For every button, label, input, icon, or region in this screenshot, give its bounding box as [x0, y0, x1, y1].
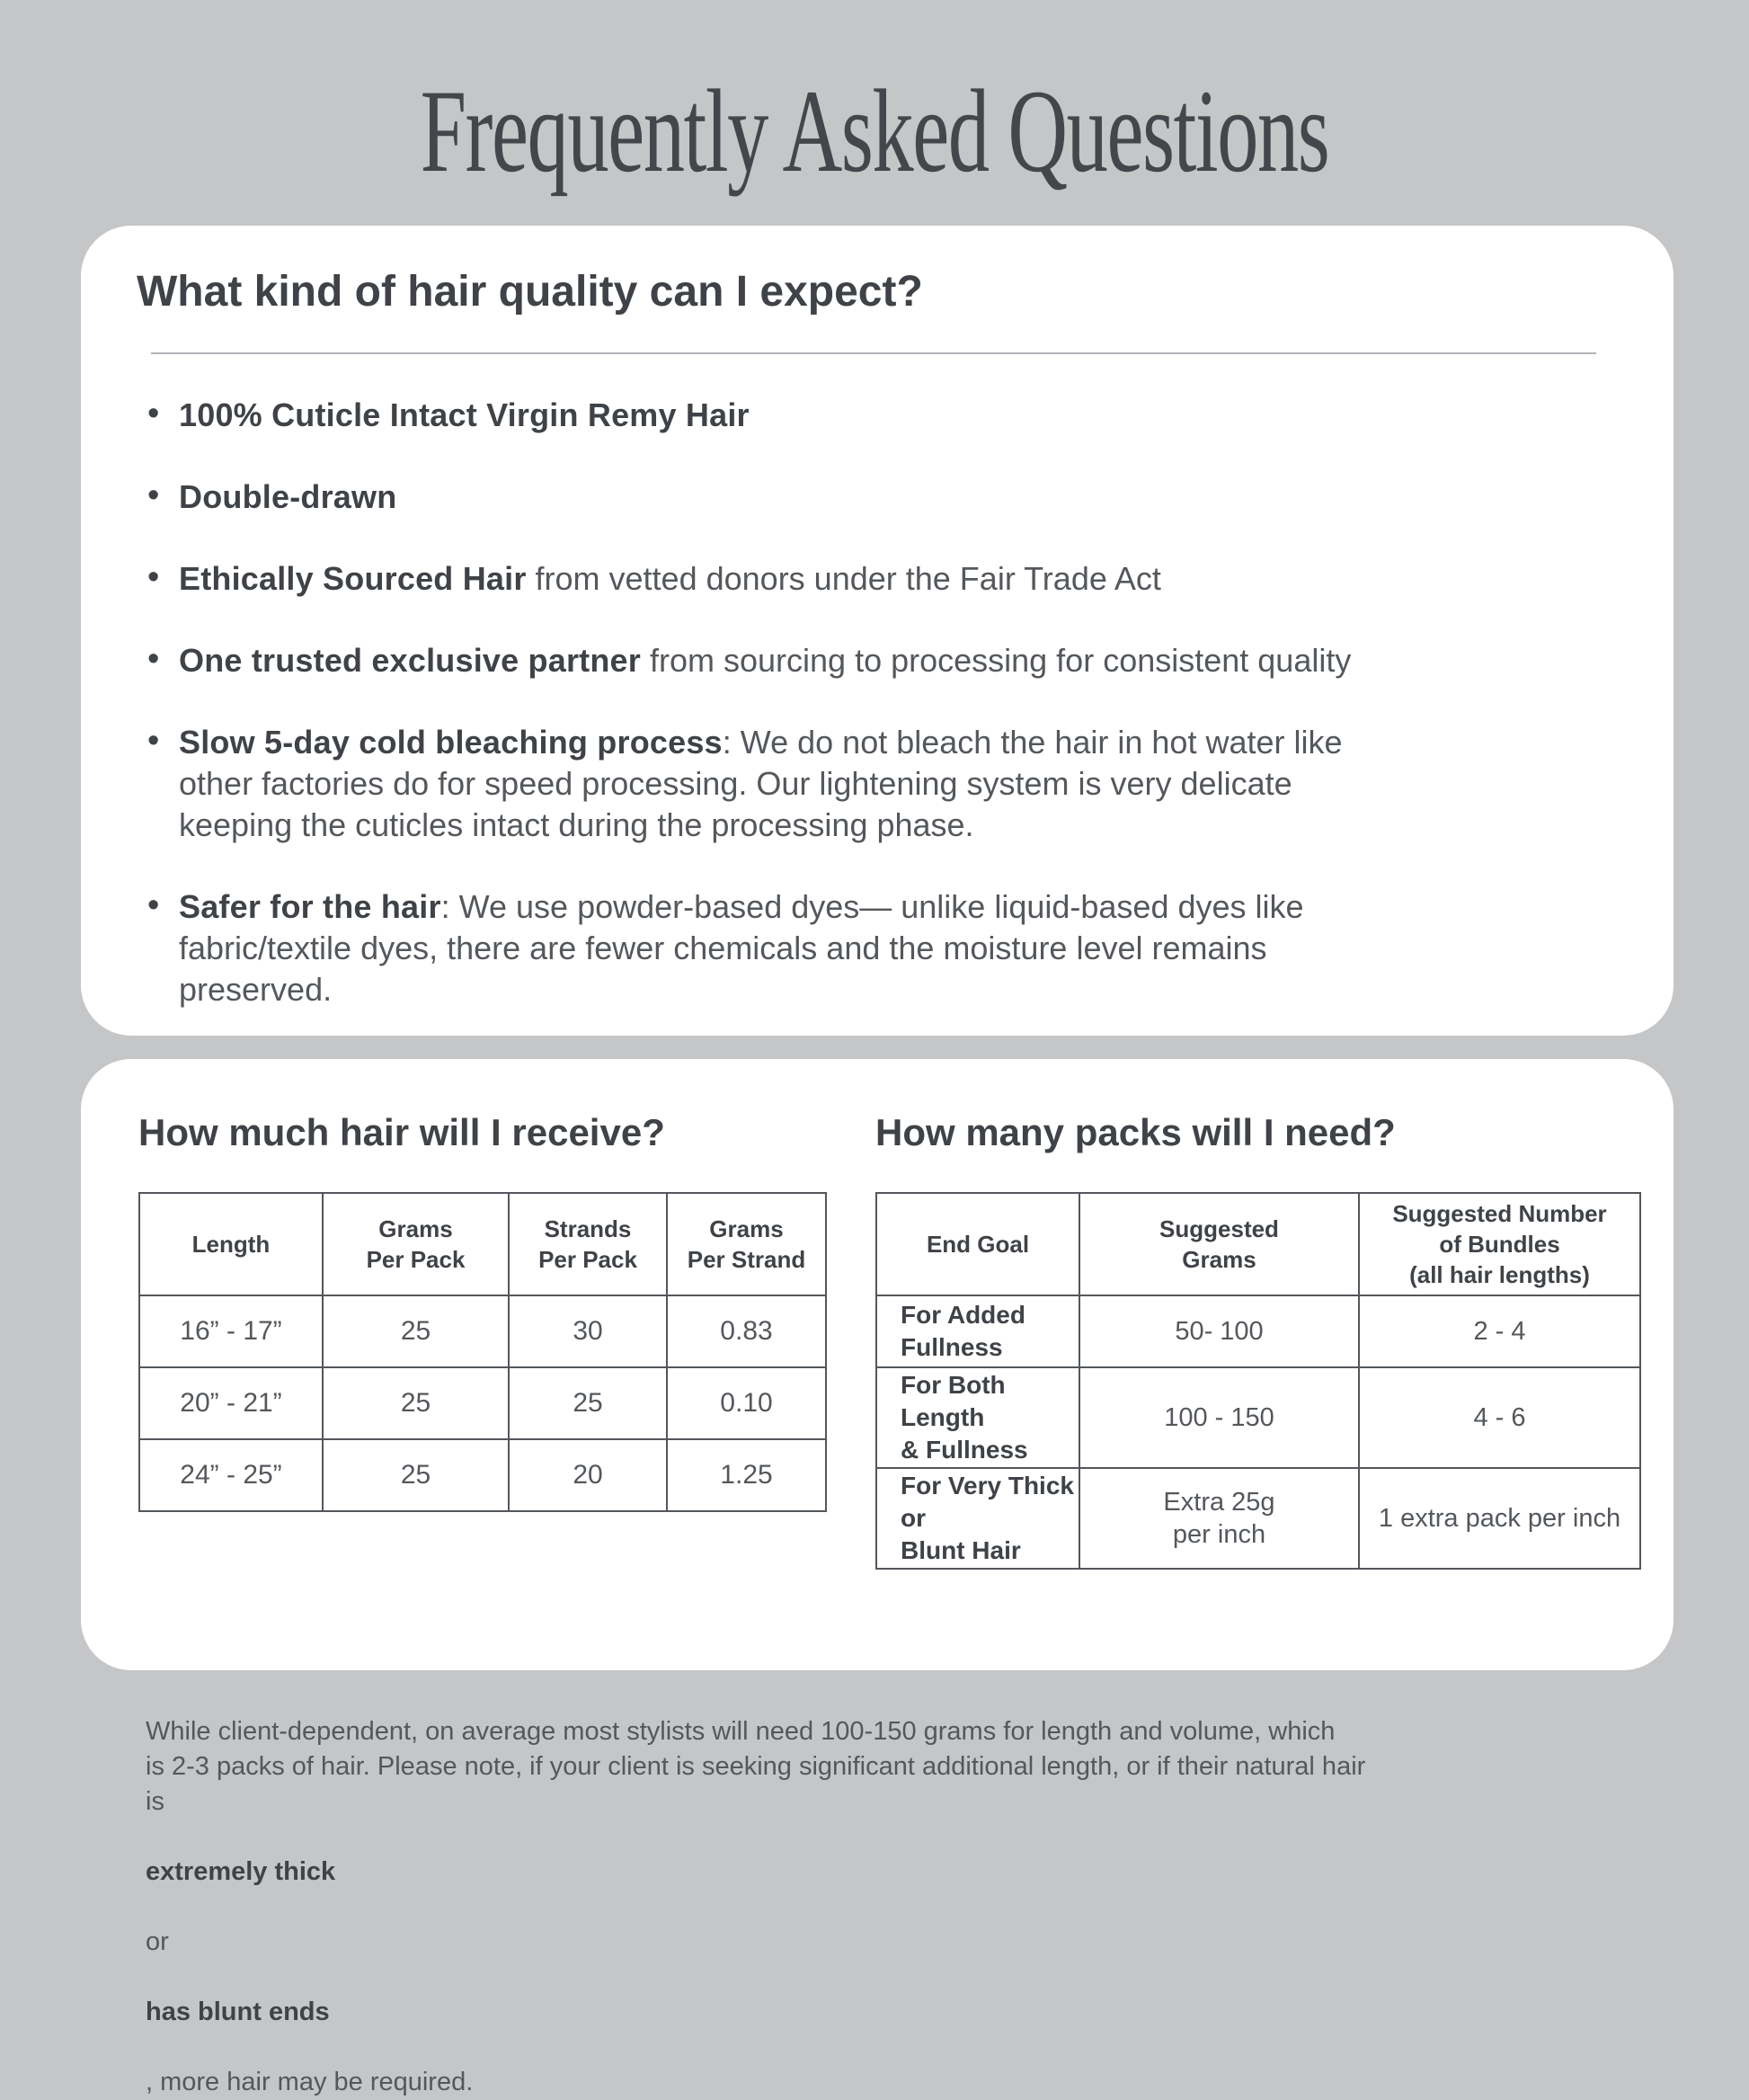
- table-header-cell: Grams Per Strand: [666, 1192, 827, 1296]
- bullet-bold-text: One trusted exclusive partner: [179, 642, 641, 679]
- table-header-cell: Suggested Number of Bundles (all hair le…: [1358, 1192, 1641, 1296]
- table-header-cell: Grams Per Pack: [322, 1192, 510, 1296]
- note-segment: has blunt ends: [146, 1998, 330, 2026]
- bullet-bold-text: 100% Cuticle Intact Virgin Remy Hair: [179, 396, 750, 433]
- hair-quality-heading: What kind of hair quality can I expect?: [137, 268, 923, 316]
- suggested-grams-cell: 100 - 150: [1079, 1366, 1360, 1469]
- hair-quality-card: What kind of hair quality can I expect? …: [81, 226, 1674, 1036]
- bullet-item: Ethically Sourced Hair from vetted donor…: [137, 556, 1596, 600]
- packs-info-card: How much hair will I receive? Length Gra…: [81, 1059, 1674, 2096]
- table-header-row: Length Grams Per Pack Strands Per Pack G…: [138, 1192, 827, 1296]
- bullet-item: Slow 5-day cold bleaching process: We do…: [137, 720, 1596, 846]
- end-goal-cell: For Very Thick or Blunt Hair: [875, 1467, 1080, 1570]
- suggested-bundles-cell: 1 extra pack per inch: [1358, 1467, 1641, 1570]
- note-segment: While client-dependent, on average most …: [146, 1717, 1366, 1816]
- bullet-bold-text: Safer for the hair: [179, 888, 441, 925]
- suggested-grams-cell: 50- 100: [1079, 1295, 1360, 1368]
- end-goal-cell: For Both Length & Fullness: [875, 1366, 1080, 1469]
- strands-per-pack-cell: 25: [508, 1366, 668, 1440]
- suggested-grams-cell: Extra 25g per inch: [1079, 1467, 1360, 1570]
- packs-needed-table: End Goal Suggested Grams Suggested Numbe…: [875, 1192, 1641, 1570]
- bullet-bold-text: Slow 5-day cold bleaching process: [179, 724, 723, 761]
- need-heading: How many packs will I need?: [875, 1111, 1396, 1153]
- page-title: Frequently Asked Questions: [420, 65, 1330, 197]
- note-segment: or: [146, 1927, 169, 1956]
- hair-amount-table: Length Grams Per Pack Strands Per Pack G…: [138, 1192, 827, 1512]
- grams-per-strand-cell: 1.25: [666, 1438, 827, 1512]
- bullet-regular-text: : We do not bleach the hair in hot water…: [179, 724, 1343, 843]
- grams-per-pack-cell: 25: [322, 1438, 510, 1512]
- table-row: For Very Thick or Blunt Hair Extra 25g p…: [875, 1467, 1641, 1570]
- suggested-bundles-cell: 4 - 6: [1358, 1366, 1641, 1469]
- need-column: How many packs will I need? End Goal Sug…: [875, 1111, 1641, 1570]
- bullet-item: 100% Cuticle Intact Virgin Remy Hair: [137, 393, 1596, 436]
- grams-per-strand-cell: 0.83: [666, 1295, 827, 1368]
- length-cell: 24” - 25”: [138, 1438, 324, 1512]
- receive-column: How much hair will I receive? Length Gra…: [138, 1111, 827, 1570]
- bullet-bold-text: Ethically Sourced Hair: [179, 560, 527, 597]
- bullet-regular-text: from sourcing to processing for consiste…: [640, 642, 1352, 679]
- table-row: 24” - 25” 25 20 1.25: [138, 1438, 827, 1512]
- bullet-regular-text: from vetted donors under the Fair Trade …: [526, 560, 1161, 597]
- table-header-cell: Suggested Grams: [1079, 1192, 1360, 1296]
- table-row: For Added Fullness 50- 100 2 - 4: [875, 1295, 1641, 1368]
- heading-divider: [151, 352, 1596, 354]
- length-cell: 20” - 21”: [138, 1366, 324, 1440]
- grams-per-strand-cell: 0.10: [666, 1366, 827, 1440]
- bullet-bold-text: Double-drawn: [179, 478, 397, 515]
- grams-per-pack-cell: 25: [322, 1295, 510, 1368]
- table-header-row: End Goal Suggested Grams Suggested Numbe…: [875, 1192, 1641, 1296]
- table-header-cell: Length: [138, 1192, 324, 1296]
- two-column-area: How much hair will I receive? Length Gra…: [138, 1111, 1641, 1570]
- table-row: 20” - 21” 25 25 0.10: [138, 1366, 827, 1440]
- grams-per-pack-cell: 25: [322, 1366, 510, 1440]
- table-header-cell: Strands Per Pack: [508, 1192, 668, 1296]
- stylist-note: While client-dependent, on average most …: [146, 1609, 1636, 2100]
- table-row: For Both Length & Fullness 100 - 150 4 -…: [875, 1366, 1641, 1469]
- end-goal-cell: For Added Fullness: [875, 1295, 1080, 1368]
- length-cell: 16” - 17”: [138, 1295, 324, 1368]
- bullet-item: One trusted exclusive partner from sourc…: [137, 638, 1596, 681]
- receive-heading: How much hair will I receive?: [138, 1111, 665, 1153]
- note-segment: extremely thick: [146, 1857, 336, 1886]
- strands-per-pack-cell: 20: [508, 1438, 668, 1512]
- bullet-item: Safer for the hair: We use powder-based …: [137, 885, 1596, 1010]
- bullet-regular-text: : We use powder-based dyes— unlike liqui…: [179, 888, 1304, 1008]
- strands-per-pack-cell: 30: [508, 1295, 668, 1368]
- bullet-item: Double-drawn: [137, 475, 1596, 518]
- suggested-bundles-cell: 2 - 4: [1358, 1295, 1641, 1368]
- hair-quality-bullet-list: 100% Cuticle Intact Virgin Remy Hair Dou…: [137, 393, 1596, 1010]
- table-row: 16” - 17” 25 30 0.83: [138, 1295, 827, 1368]
- note-segment: , more hair may be required.: [146, 2068, 474, 2096]
- table-header-cell: End Goal: [875, 1192, 1080, 1296]
